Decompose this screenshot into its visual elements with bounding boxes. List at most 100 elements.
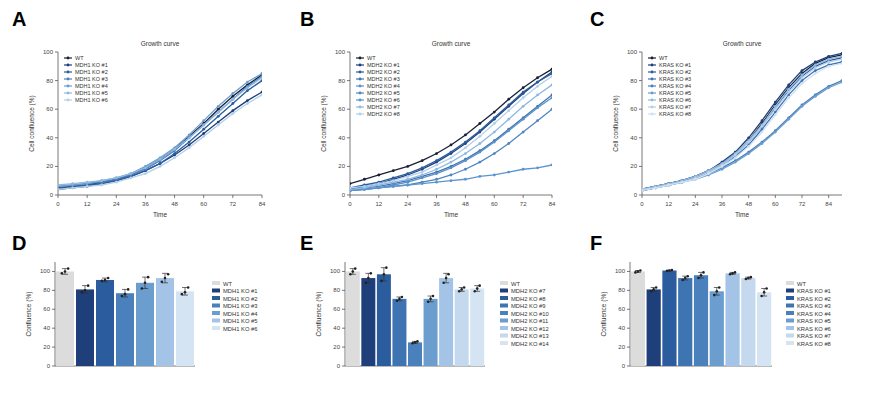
replicate-dot	[473, 290, 476, 293]
marker	[406, 175, 409, 178]
legend-label: MDH2 KO #14	[511, 341, 549, 347]
y-tick	[347, 166, 350, 167]
x-tick	[350, 195, 351, 198]
title: Growth curve	[432, 40, 471, 47]
y-tick	[342, 366, 345, 367]
legend-label: KRAS KO #3	[797, 303, 831, 309]
legend-swatch	[648, 113, 656, 114]
marker	[86, 185, 89, 188]
replicate-dot	[750, 276, 753, 279]
legend-label: MDH2 KO #11	[511, 318, 548, 324]
y-tick-label: 0	[634, 192, 638, 198]
replicate-dot	[187, 286, 190, 289]
y-tick-label: 20	[333, 344, 340, 350]
marker	[507, 118, 510, 121]
error-stem	[716, 288, 717, 296]
x-tick	[407, 195, 408, 198]
y-tick-label: 100	[615, 268, 626, 274]
marker	[507, 104, 510, 107]
legend-label: KRAS KO #8	[797, 341, 831, 347]
y-tick-label: 0	[337, 363, 341, 369]
marker	[827, 86, 830, 89]
x-tick-label: 12	[665, 201, 672, 207]
y-tick-label: 100	[43, 49, 54, 55]
marker	[787, 96, 790, 99]
legend-marker	[359, 99, 362, 102]
marker	[667, 184, 670, 187]
y-tick-label: 60	[46, 106, 53, 112]
series-line	[58, 75, 262, 188]
x-tick	[523, 195, 524, 198]
bar	[346, 271, 360, 366]
marker	[507, 109, 510, 112]
marker	[435, 172, 438, 175]
error-stem	[105, 278, 106, 282]
marker	[774, 108, 777, 111]
marker	[173, 156, 176, 159]
replicate-dot	[697, 277, 700, 280]
marker	[478, 122, 481, 125]
y-axis	[350, 52, 351, 195]
marker	[246, 102, 249, 105]
marker	[747, 141, 750, 144]
marker	[450, 161, 453, 164]
marker	[100, 179, 103, 182]
marker	[478, 129, 481, 132]
y-tick	[627, 328, 630, 329]
replicate-dot	[181, 293, 184, 296]
marker	[801, 69, 804, 72]
y-axis	[345, 262, 346, 366]
legend-swatch	[212, 326, 220, 330]
marker	[159, 162, 162, 165]
x-tick-label: 84	[259, 201, 266, 207]
replicate-dot	[745, 278, 748, 281]
marker	[261, 94, 262, 97]
x-tick-label: 36	[719, 201, 726, 207]
marker	[801, 73, 804, 76]
replicate-dot	[161, 281, 164, 284]
x-tick	[775, 195, 776, 198]
y-tick-label: 0	[47, 363, 51, 369]
legend-swatch	[786, 289, 794, 293]
marker	[814, 95, 817, 98]
legend-label: MDH2 KO #1	[367, 62, 400, 68]
legend-label: MDH1 KO #2	[223, 296, 257, 302]
marker	[761, 142, 764, 145]
replicate-dot	[127, 288, 130, 291]
plot-area	[346, 266, 484, 366]
marker	[377, 186, 380, 189]
error-stem	[430, 296, 431, 302]
replicate-dot	[104, 279, 107, 282]
legend-marker	[651, 85, 654, 88]
error-stem	[637, 271, 638, 273]
replicate-dot	[668, 269, 671, 272]
bar	[710, 291, 724, 366]
y-tick-label: 80	[333, 287, 340, 293]
marker	[841, 62, 842, 65]
bar	[470, 288, 484, 366]
bar	[741, 278, 755, 366]
marker	[721, 165, 724, 168]
replicate-dot	[650, 290, 653, 293]
y-tick-label: 20	[46, 163, 53, 169]
marker	[536, 81, 539, 84]
replicate-dot	[144, 282, 147, 285]
legend-swatch	[500, 304, 508, 308]
replicate-dot	[385, 266, 388, 269]
marker	[435, 152, 438, 155]
y-tick-label: 0	[50, 192, 54, 198]
marker	[421, 166, 424, 169]
y-tick-label: 80	[338, 78, 345, 84]
marker	[654, 186, 657, 189]
legend-label: KRAS KO #7	[797, 333, 831, 339]
marker	[246, 81, 249, 84]
marker	[173, 152, 176, 155]
y-tick-label: 60	[630, 106, 637, 112]
marker	[115, 176, 118, 179]
plot-area	[56, 267, 194, 366]
marker	[707, 172, 710, 175]
error-cap	[651, 287, 657, 288]
marker	[747, 145, 750, 148]
marker	[681, 181, 684, 184]
marker	[100, 179, 103, 182]
